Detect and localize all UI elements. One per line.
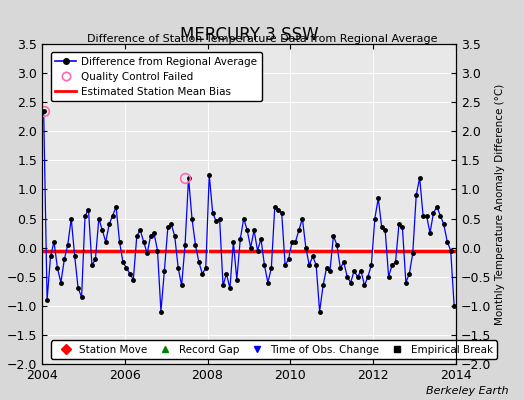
Text: Difference of Station Temperature Data from Regional Average: Difference of Station Temperature Data f… [87, 34, 437, 44]
Text: Berkeley Earth: Berkeley Earth [426, 386, 508, 396]
Legend: Station Move, Record Gap, Time of Obs. Change, Empirical Break: Station Move, Record Gap, Time of Obs. C… [51, 340, 497, 359]
Title: MERCURY 3 SSW: MERCURY 3 SSW [180, 26, 318, 44]
Y-axis label: Monthly Temperature Anomaly Difference (°C): Monthly Temperature Anomaly Difference (… [495, 83, 506, 325]
